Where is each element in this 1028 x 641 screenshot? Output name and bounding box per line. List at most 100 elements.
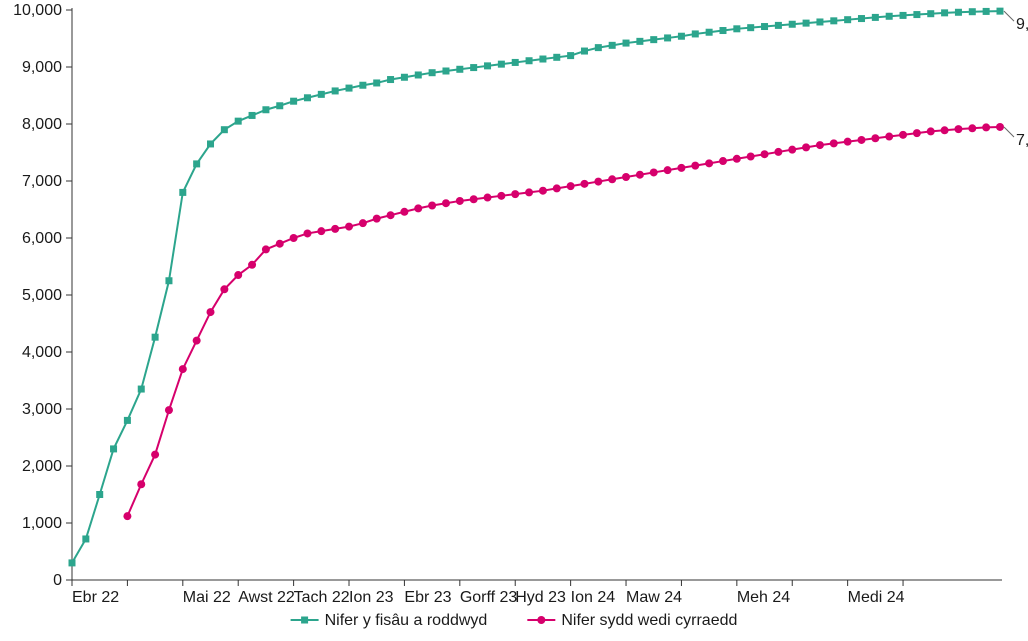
marker-visas: [886, 13, 893, 20]
chart-svg: 01,0002,0003,0004,0005,0006,0007,0008,00…: [0, 0, 1028, 641]
marker-visas: [138, 386, 145, 393]
x-tick-label: Ebr 22: [72, 589, 119, 606]
marker-arrived: [511, 190, 519, 198]
marker-arrived: [179, 365, 187, 373]
marker-visas: [401, 74, 408, 81]
marker-arrived: [871, 134, 879, 142]
marker-arrived: [317, 227, 325, 235]
marker-visas: [359, 82, 366, 89]
y-tick-label: 3,000: [22, 401, 62, 418]
marker-arrived: [137, 480, 145, 488]
marker-visas: [512, 59, 519, 66]
y-tick-label: 1,000: [22, 515, 62, 532]
marker-visas: [941, 9, 948, 16]
marker-arrived: [525, 188, 533, 196]
marker-arrived: [428, 202, 436, 210]
marker-arrived: [844, 138, 852, 146]
marker-arrived: [497, 192, 505, 200]
marker-visas: [595, 44, 602, 51]
marker-visas: [165, 277, 172, 284]
marker-arrived: [594, 178, 602, 186]
marker-visas: [304, 94, 311, 101]
marker-visas: [636, 38, 643, 45]
marker-arrived: [830, 139, 838, 147]
marker-arrived: [747, 152, 755, 160]
marker-arrived: [816, 141, 824, 149]
y-tick-label: 4,000: [22, 344, 62, 361]
marker-arrived: [553, 184, 561, 192]
marker-visas: [747, 24, 754, 31]
legend-item-visas: Nifer y fisâu a roddwyd: [291, 612, 488, 629]
marker-arrived: [580, 180, 588, 188]
marker-visas: [318, 91, 325, 98]
x-tick-label: Tach 22: [294, 589, 350, 606]
series-line-visas: [72, 11, 1000, 563]
y-tick-label: 0: [53, 572, 62, 589]
marker-arrived: [954, 125, 962, 133]
marker-arrived: [400, 208, 408, 216]
marker-visas: [442, 67, 449, 74]
marker-visas: [623, 40, 630, 47]
x-tick-label: Gorff 23: [460, 589, 518, 606]
marker-arrived: [539, 187, 547, 195]
marker-arrived: [761, 150, 769, 158]
y-tick-label: 6,000: [22, 230, 62, 247]
x-tick-label: Meh 24: [737, 589, 790, 606]
marker-visas: [872, 14, 879, 21]
legend-item-arrived: Nifer sydd wedi cyrraedd: [527, 612, 737, 629]
y-tick-label: 8,000: [22, 116, 62, 133]
marker-visas: [373, 79, 380, 86]
marker-visas: [262, 106, 269, 113]
marker-arrived: [484, 194, 492, 202]
x-tick-label: Ion 23: [349, 589, 394, 606]
marker-arrived: [123, 512, 131, 520]
y-tick-label: 2,000: [22, 458, 62, 475]
x-tick-label: Hyd 23: [515, 589, 566, 606]
marker-visas: [235, 118, 242, 125]
marker-visas: [581, 48, 588, 55]
marker-arrived: [857, 136, 865, 144]
marker-arrived: [290, 234, 298, 242]
marker-arrived: [608, 175, 616, 183]
marker-visas: [830, 17, 837, 24]
marker-arrived: [913, 129, 921, 137]
marker-arrived: [664, 166, 672, 174]
legend-marker: [537, 616, 545, 624]
marker-arrived: [248, 261, 256, 269]
marker-visas: [567, 52, 574, 59]
marker-visas: [733, 25, 740, 32]
marker-visas: [664, 34, 671, 41]
marker-visas: [429, 69, 436, 76]
legend: Nifer y fisâu a roddwyd Nifer sydd wedi c…: [291, 612, 738, 629]
series-line-arrived: [127, 127, 1000, 516]
marker-visas: [789, 21, 796, 28]
marker-arrived: [331, 225, 339, 233]
marker-visas: [803, 20, 810, 27]
line-chart: 01,0002,0003,0004,0005,0006,0007,0008,00…: [0, 0, 1028, 641]
legend-label: Nifer y fisâu a roddwyd: [325, 612, 488, 629]
marker-arrived: [677, 164, 685, 172]
marker-arrived: [234, 271, 242, 279]
x-tick-label: Ion 24: [571, 589, 616, 606]
end-label-arrived: 7,948: [1016, 132, 1028, 149]
marker-visas: [997, 8, 1004, 15]
marker-arrived: [207, 308, 215, 316]
marker-visas: [844, 16, 851, 23]
marker-visas: [110, 445, 117, 452]
end-leader-visas: [1004, 11, 1014, 21]
marker-arrived: [802, 143, 810, 151]
marker-arrived: [996, 123, 1004, 131]
marker-arrived: [303, 229, 311, 237]
marker-arrived: [567, 182, 575, 190]
marker-visas: [387, 76, 394, 83]
marker-arrived: [733, 155, 741, 163]
marker-arrived: [941, 126, 949, 134]
marker-arrived: [719, 157, 727, 165]
marker-visas: [96, 491, 103, 498]
marker-visas: [650, 36, 657, 43]
marker-arrived: [650, 168, 658, 176]
x-tick-label: Maw 24: [626, 589, 682, 606]
marker-arrived: [442, 199, 450, 207]
marker-arrived: [387, 211, 395, 219]
x-tick-label: Awst 22: [238, 589, 295, 606]
